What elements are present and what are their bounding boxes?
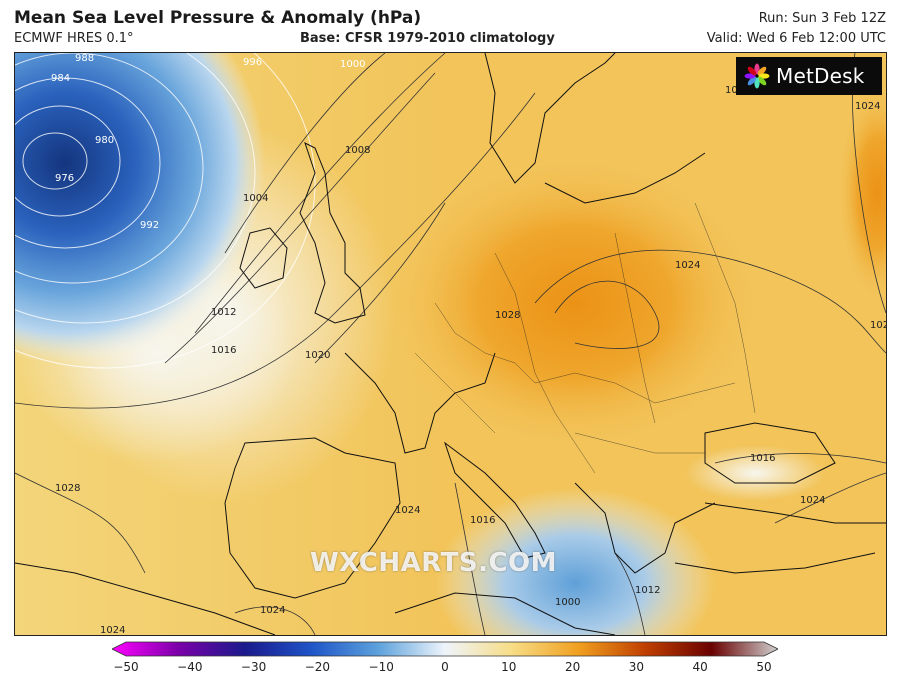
black-sea-neutral [685, 445, 825, 501]
isobar-1016-east [714, 453, 886, 464]
isobar-label: 1024 [675, 260, 700, 271]
isobar-label: 1020 [305, 350, 330, 361]
wxcharts-watermark: WXCHARTS.COM [310, 548, 558, 578]
france-coast [344, 352, 496, 454]
isobar-label: 1024 [100, 625, 125, 635]
isobar-976 [22, 132, 88, 190]
isobar-label: 1024 [855, 101, 880, 112]
colorbar-tick-label: 20 [564, 660, 581, 674]
italy-coast [444, 441, 546, 559]
isobar-label: 992 [140, 220, 159, 231]
isobar-label: 1004 [243, 193, 268, 204]
isobar-1020 [314, 202, 446, 364]
isobar-label: 984 [51, 73, 70, 84]
metdesk-logo-icon [744, 63, 770, 89]
colorbar-tick-label: −30 [240, 660, 267, 674]
isobar-1008 [194, 53, 446, 334]
isobar-label: 1016 [470, 515, 495, 526]
isobar-lines [15, 53, 886, 635]
isobar-988 [15, 53, 204, 284]
atlantic-low-anomaly [15, 53, 265, 363]
mediterranean-low-anomaly [435, 488, 715, 635]
isobar-1012-med [614, 552, 646, 635]
border-line-3 [614, 232, 656, 424]
isobar-1024-sw [234, 606, 316, 635]
isobar-label: 1012 [211, 307, 236, 318]
isobar-label: 988 [75, 53, 94, 64]
colorbar-gradient [112, 641, 778, 657]
north-africa-coast [394, 592, 616, 635]
colorbar-tick-label: 50 [756, 660, 772, 674]
isobar-992 [15, 53, 256, 324]
scandinavia-coast [484, 53, 616, 184]
model-label: ECMWF HRES 0.1° [14, 31, 134, 46]
north-africa-west-coast [15, 562, 276, 635]
isobar-label: 996 [243, 57, 262, 68]
isobar-1012 [164, 72, 436, 364]
country-borders [414, 202, 756, 474]
colorbar-tick-label: −40 [177, 660, 203, 674]
isobar-984 [15, 77, 161, 249]
isobar-1024 [534, 249, 886, 354]
isobar-1028-poland [554, 280, 660, 349]
metdesk-logo-text: MetDesk [776, 64, 865, 88]
isobar-996 [15, 53, 316, 369]
black-sea-coast [704, 422, 836, 484]
pressure-anomaly-map: 988 984 980 976 992 996 1000 1004 1008 1012 1016 10… [15, 53, 886, 635]
isobar-label: 976 [55, 173, 74, 184]
colorbar-tick-label: 30 [628, 660, 645, 674]
colorbar-tick-label: −20 [304, 660, 331, 674]
positive-anomaly-core [385, 153, 765, 453]
colorbar-tick-label: 40 [692, 660, 708, 674]
isobar-label: 1028 [870, 320, 886, 331]
metdesk-logo: MetDesk [736, 57, 882, 95]
isobar-label: 1024 [260, 605, 285, 616]
border-line-6 [574, 432, 705, 454]
isobar-label: 1028 [495, 310, 520, 321]
isobar-label: 1008 [345, 145, 370, 156]
isobar-label: 1016 [750, 453, 775, 464]
colorbar-tick-label: 10 [501, 660, 517, 674]
isobar-label: 1024 [800, 495, 825, 506]
colorbar-tick-label: 0 [441, 660, 449, 674]
climatology-base-label: Base: CFSR 1979-2010 climatology [300, 31, 555, 46]
border-line-5 [414, 352, 496, 434]
turkey-north-coast [704, 502, 886, 524]
anomaly-colorbar [112, 641, 778, 657]
isobar-label: 1016 [211, 345, 236, 356]
isobar-label: 1012 [635, 585, 660, 596]
positive-anomaly-east [837, 83, 886, 303]
run-label: Run: Sun 3 Feb 12Z [758, 11, 886, 26]
isobar-980 [15, 105, 121, 217]
border-line-4 [694, 202, 756, 414]
coastlines [15, 53, 886, 635]
isobar-labels: 988 984 980 976 992 996 1000 1004 1008 1012 1016 10… [51, 53, 886, 635]
colorbar-tick-label: −10 [368, 660, 394, 674]
ireland-coast [239, 227, 288, 289]
border-line-1 [434, 302, 736, 404]
map-panel: 988 984 980 976 992 996 1000 1004 1008 1012 1016 10… [14, 52, 887, 636]
iberia-coast [224, 437, 401, 599]
isobar-label: 1000 [340, 59, 365, 70]
isobar-1016-med [454, 482, 486, 635]
valid-time-label: Valid: Wed 6 Feb 12:00 UTC [706, 31, 886, 46]
border-line-2 [494, 252, 596, 474]
baltic-coast [544, 152, 706, 204]
isobar-lines-low [15, 53, 316, 369]
isobar-1004 [224, 53, 386, 254]
isobar-1024-east [774, 472, 886, 524]
isobar-label: 980 [95, 135, 114, 146]
isobar-1016 [15, 92, 536, 409]
chart-title: Mean Sea Level Pressure & Anomaly (hPa) [14, 8, 422, 28]
isobar-label: 1000 [555, 597, 580, 608]
balkan-coast [574, 482, 716, 574]
great-britain-coast [299, 142, 366, 324]
colorbar-tick-label: −50 [113, 660, 139, 674]
turkey-south-coast [674, 552, 876, 574]
isobar-1028 [15, 472, 146, 574]
isobar-label: 1024 [395, 505, 420, 516]
isobar-label: 1028 [55, 483, 80, 494]
